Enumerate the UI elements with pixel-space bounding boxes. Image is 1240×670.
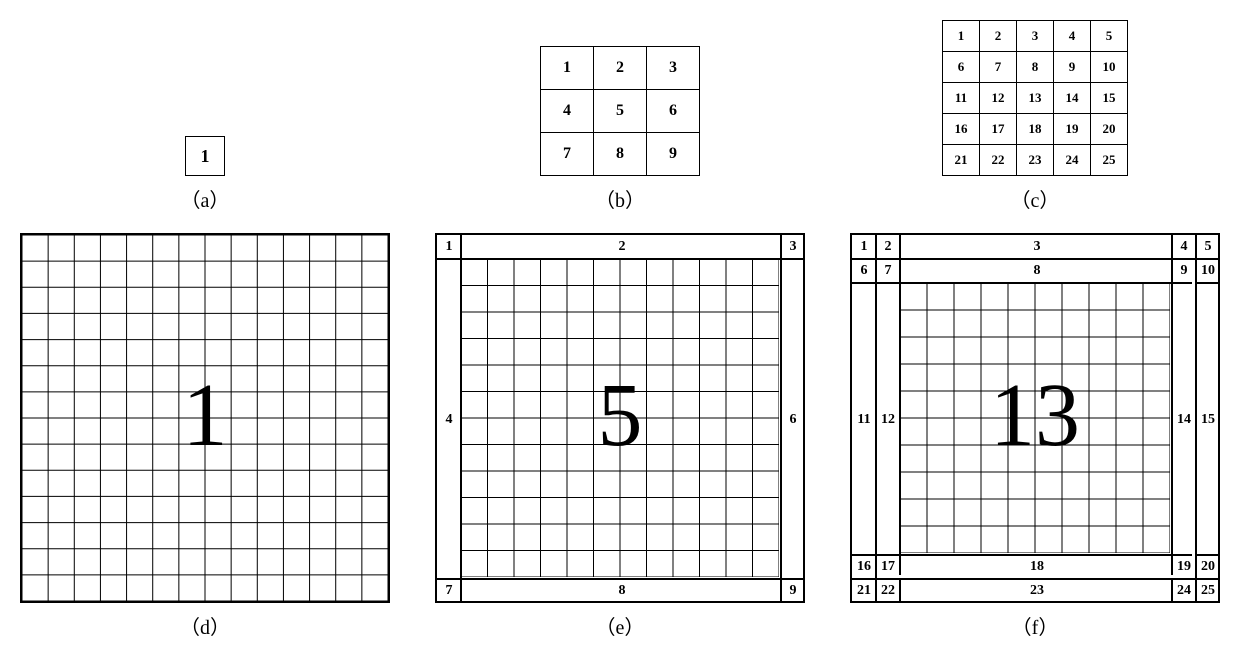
panel-e: 5 13792846 （e） <box>435 233 805 640</box>
cell: 7 <box>541 133 594 176</box>
region-label: 23 <box>1030 584 1044 598</box>
region-label: 6 <box>861 264 868 278</box>
cell: 9 <box>1054 52 1091 83</box>
cell: 15 <box>1091 83 1128 114</box>
cell: 10 <box>1091 52 1128 83</box>
caption-d: （d） <box>180 611 230 640</box>
cell: 7 <box>980 52 1017 83</box>
cell: 11 <box>943 83 980 114</box>
region-label: 22 <box>881 584 895 598</box>
grid-lines <box>461 259 779 577</box>
cell: 13 <box>1017 83 1054 114</box>
cell: 22 <box>980 145 1017 176</box>
caption-e: （e） <box>596 611 645 640</box>
cell: 20 <box>1091 114 1128 145</box>
cell: 3 <box>647 47 700 90</box>
cell: 1 <box>541 47 594 90</box>
cell: 4 <box>1054 21 1091 52</box>
grid-lines <box>22 235 388 601</box>
cell: 6 <box>647 90 700 133</box>
cell: 3 <box>1017 21 1054 52</box>
region-label: 5 <box>1205 240 1212 254</box>
caption-f: （f） <box>1012 611 1059 640</box>
cell: 1 <box>943 21 980 52</box>
region-label: 3 <box>790 240 797 254</box>
cell: 14 <box>1054 83 1091 114</box>
top-row: 1 （a） 123456789 （b） 12345678910111213141… <box>20 20 1220 213</box>
region-label: 8 <box>619 584 626 598</box>
region-label: 1 <box>446 240 453 254</box>
panel-f: 13 1521252422243231115610162079171981812… <box>850 233 1220 640</box>
panel-d: 1 （d） <box>20 233 390 640</box>
cell: 6 <box>943 52 980 83</box>
cell: 9 <box>647 133 700 176</box>
cell: 23 <box>1017 145 1054 176</box>
cell: 2 <box>980 21 1017 52</box>
cell: 17 <box>980 114 1017 145</box>
region-label: 9 <box>1181 264 1188 278</box>
region-label: 10 <box>1201 264 1215 278</box>
cell: 4 <box>541 90 594 133</box>
region-label: 8 <box>1034 264 1041 278</box>
bottom-row: 1 （d） 5 13792846 （e） 13 1521252422243231… <box>20 233 1220 640</box>
caption-c: （c） <box>1011 184 1060 213</box>
region-label: 9 <box>790 584 797 598</box>
cell: 19 <box>1054 114 1091 145</box>
grid-lines <box>900 283 1170 553</box>
big-panel-d: 1 <box>20 233 390 603</box>
caption-b: （b） <box>595 184 645 213</box>
region-label: 1 <box>861 240 868 254</box>
region-label: 17 <box>881 560 895 574</box>
region-label: 20 <box>1201 560 1215 574</box>
figure-container: 1 （a） 123456789 （b） 12345678910111213141… <box>20 20 1220 640</box>
region-label: 19 <box>1177 560 1191 574</box>
cell: 18 <box>1017 114 1054 145</box>
cell: 1 <box>186 137 225 176</box>
region-label: 16 <box>857 560 871 574</box>
region-label: 4 <box>1181 240 1188 254</box>
region-label: 15 <box>1201 413 1215 427</box>
cell: 16 <box>943 114 980 145</box>
cell: 5 <box>1091 21 1128 52</box>
big-panel-f: 13 1521252422243231115610162079171981812… <box>850 233 1220 603</box>
cell: 24 <box>1054 145 1091 176</box>
panel-a: 1 （a） <box>20 136 390 213</box>
cell: 25 <box>1091 145 1128 176</box>
cell: 8 <box>594 133 647 176</box>
region-label: 6 <box>790 413 797 427</box>
region-label: 2 <box>885 240 892 254</box>
grid-c: 1234567891011121314151617181920212223242… <box>942 20 1128 176</box>
region-label: 25 <box>1201 584 1215 598</box>
cell: 8 <box>1017 52 1054 83</box>
caption-a: （a） <box>181 184 230 213</box>
region-label: 14 <box>1177 413 1191 427</box>
cell: 5 <box>594 90 647 133</box>
panel-b: 123 456 789 （b） <box>435 46 805 213</box>
region-label: 4 <box>446 413 453 427</box>
cell: 2 <box>594 47 647 90</box>
cell: 21 <box>943 145 980 176</box>
region-label: 11 <box>857 413 870 427</box>
region-label: 7 <box>885 264 892 278</box>
grid-a: 1 <box>185 136 225 176</box>
region-label: 21 <box>857 584 871 598</box>
region-label: 12 <box>881 413 895 427</box>
panel-c: 1234567891011121314151617181920212223242… <box>850 20 1220 213</box>
grid-b: 123 456 789 <box>540 46 700 176</box>
region-label: 7 <box>446 584 453 598</box>
region-label: 3 <box>1034 240 1041 254</box>
region-label: 18 <box>1030 560 1044 574</box>
cell: 12 <box>980 83 1017 114</box>
region-label: 24 <box>1177 584 1191 598</box>
region-label: 2 <box>619 240 626 254</box>
big-panel-e: 5 13792846 <box>435 233 805 603</box>
